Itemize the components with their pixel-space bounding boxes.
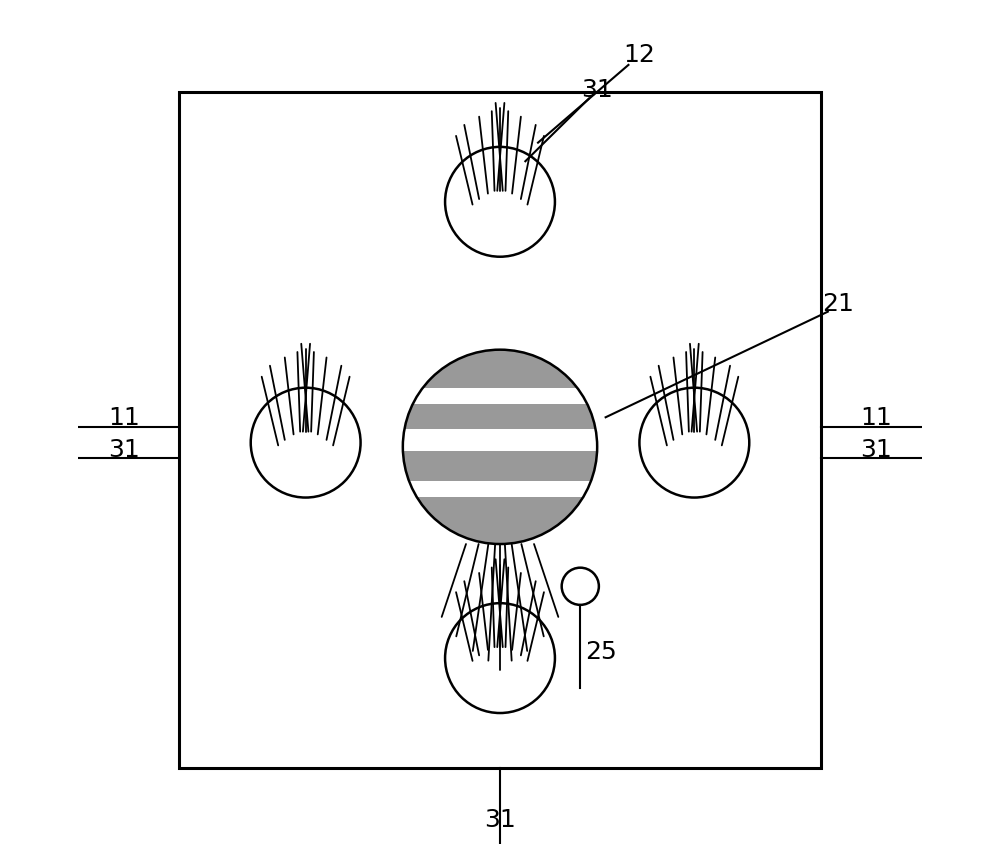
Circle shape xyxy=(251,388,361,498)
Bar xyxy=(398,388,602,404)
Bar xyxy=(398,430,602,452)
Text: 31: 31 xyxy=(581,78,613,102)
Circle shape xyxy=(639,388,749,498)
Text: 31: 31 xyxy=(860,437,892,461)
Text: 21: 21 xyxy=(822,292,854,316)
Circle shape xyxy=(562,568,599,605)
Circle shape xyxy=(403,350,597,544)
Text: 11: 11 xyxy=(860,406,892,430)
Text: 12: 12 xyxy=(623,43,655,67)
Text: 25: 25 xyxy=(586,640,617,663)
Circle shape xyxy=(445,148,555,257)
Text: 31: 31 xyxy=(484,807,516,830)
Text: 31: 31 xyxy=(108,437,140,461)
Circle shape xyxy=(445,603,555,713)
Text: 11: 11 xyxy=(108,406,140,430)
Bar xyxy=(398,481,602,498)
Bar xyxy=(179,93,821,768)
